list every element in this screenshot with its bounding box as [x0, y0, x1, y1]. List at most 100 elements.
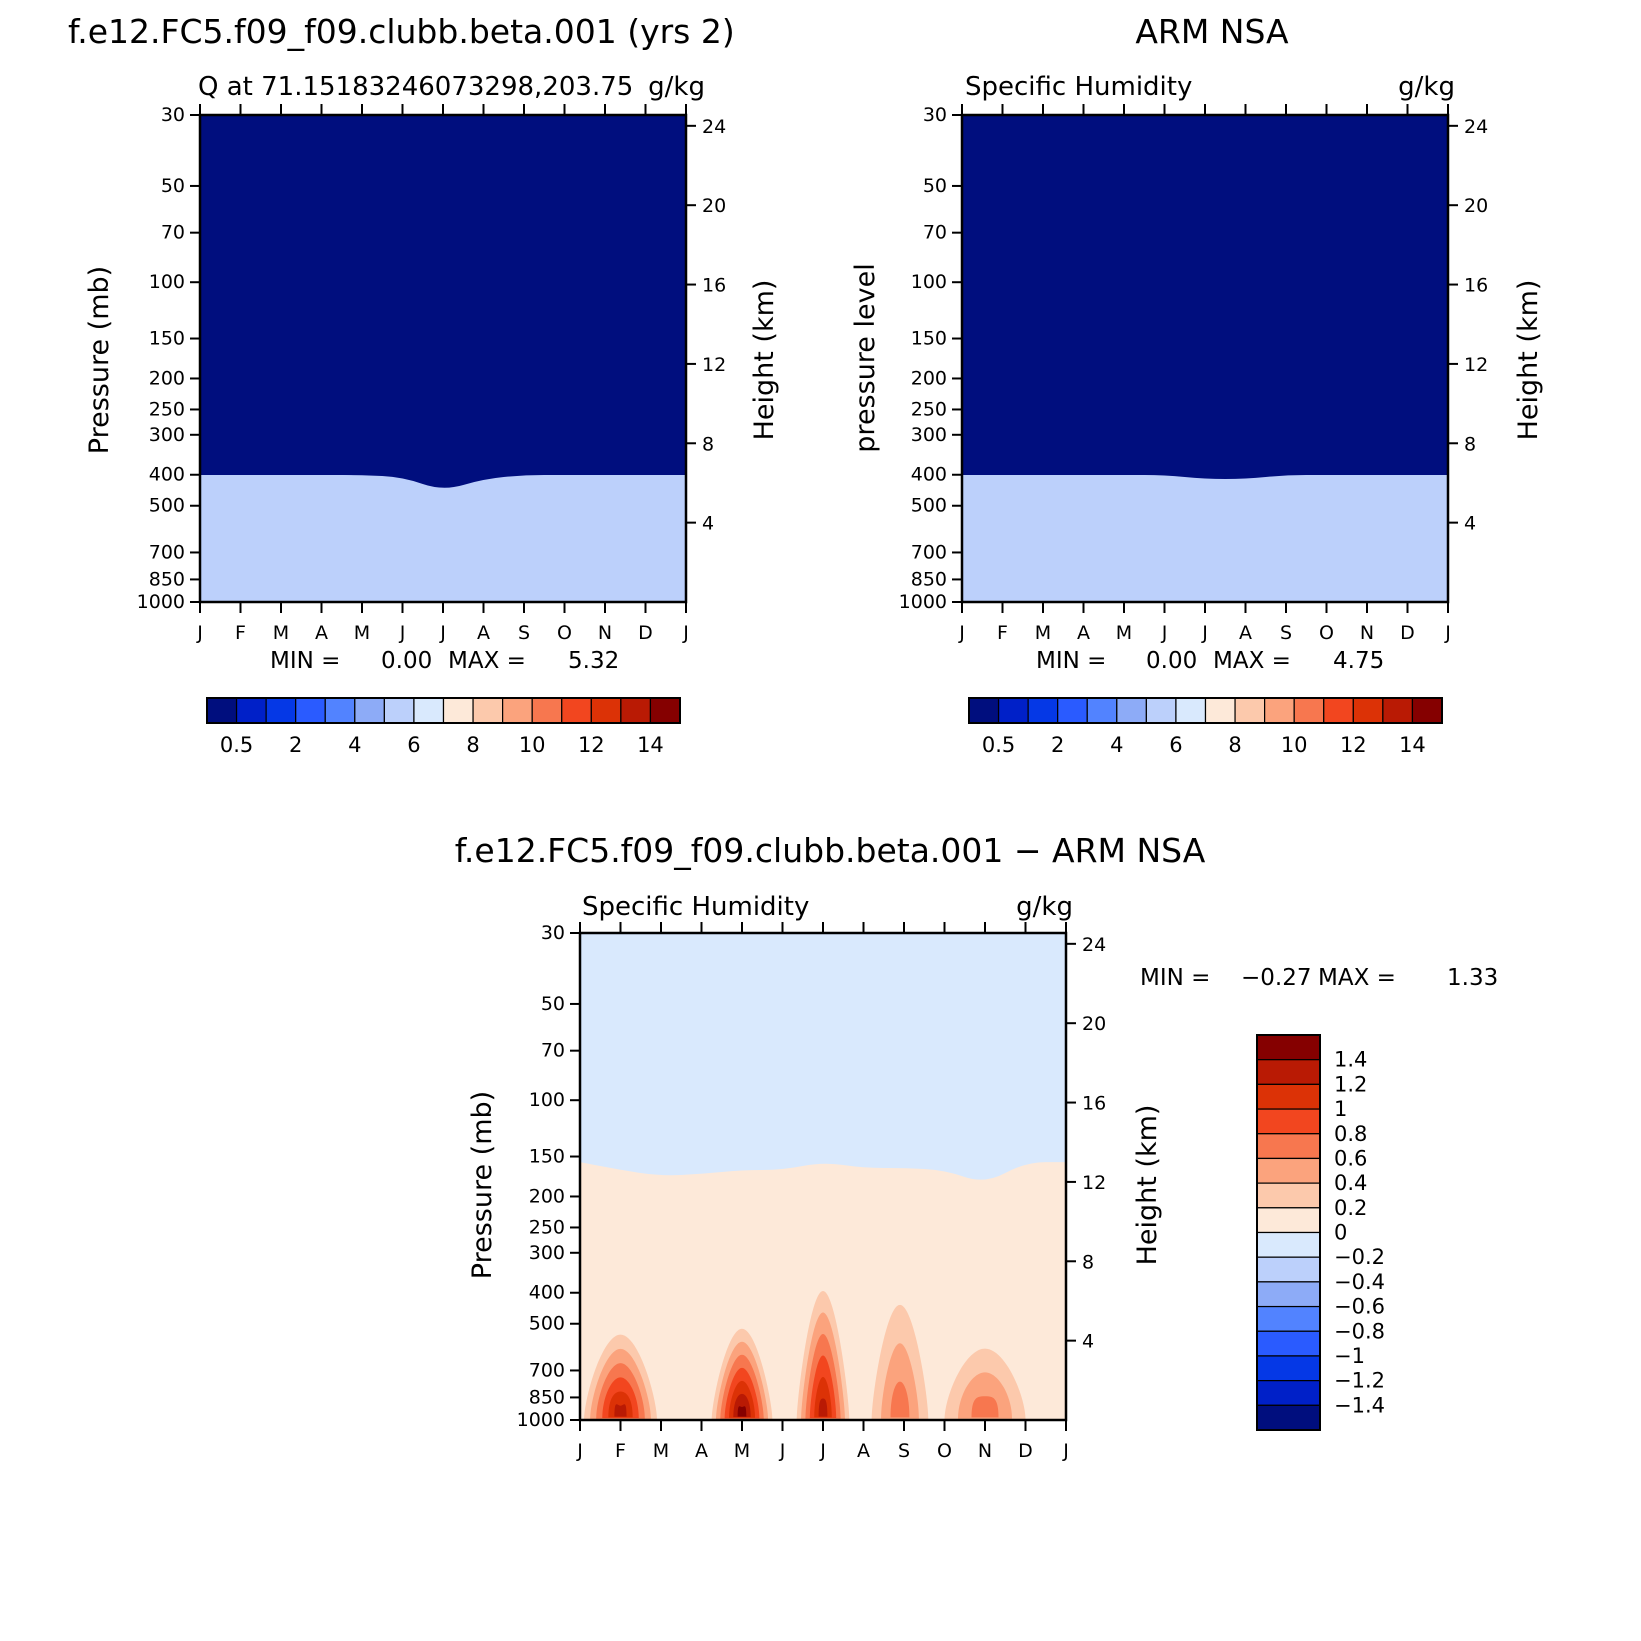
panel-model-min-value: 0.00	[381, 648, 432, 674]
x-tick-label: J	[196, 622, 203, 644]
y-tick-label: 50	[541, 993, 565, 1015]
panel-obs-title: ARM NSA	[1135, 12, 1289, 51]
x-tick-label: O	[557, 622, 572, 644]
x-tick-label: D	[1400, 622, 1415, 644]
y-tick-label: 70	[923, 222, 947, 244]
y-tick-label: 100	[911, 271, 947, 293]
colorbar-swatch	[649, 697, 681, 724]
colorbar-label: −0.4	[1334, 1270, 1385, 1294]
contour-fill-group	[962, 115, 1448, 602]
colorbar-label: 2	[1051, 733, 1064, 757]
panel-obs-max-label: MAX =	[1213, 648, 1291, 674]
panel-model-colorbar: 0.5 2 4 6 8 10 12 14	[206, 697, 681, 757]
x-tick-label: J	[958, 622, 965, 644]
contour-band	[200, 475, 686, 602]
colorbar-swatch	[561, 697, 592, 724]
colorbar-swatch	[413, 697, 445, 724]
colorbar-swatch	[235, 697, 267, 724]
colorbar-label: 0.5	[220, 733, 253, 757]
panel-obs-subtitle-left: Specific Humidity	[965, 72, 1192, 102]
colorbar-label: 0.5	[982, 733, 1015, 757]
panel-obs-subtitle-right: g/kg	[1398, 72, 1455, 102]
y-tick-label: 30	[923, 104, 947, 126]
contour-blob	[614, 1404, 627, 1417]
colorbar-swatch	[442, 697, 474, 724]
y-tick-label: 30	[541, 922, 565, 944]
contour-blob	[971, 1396, 999, 1418]
colorbar-label: −0.6	[1334, 1295, 1385, 1319]
colorbar-swatch	[1027, 697, 1059, 724]
y-tick-label: 500	[911, 495, 947, 517]
colorbar-label: 2	[289, 733, 302, 757]
x-tick-label: A	[315, 622, 328, 644]
colorbar-label: −1	[1334, 1344, 1365, 1368]
x-tick-label: M	[734, 1440, 750, 1462]
y-right-tick-label: 24	[1082, 934, 1106, 956]
colorbar-swatch	[1256, 1380, 1321, 1406]
colorbar-swatch	[1256, 1133, 1321, 1160]
y-right-tick-label: 20	[1082, 1013, 1106, 1035]
contour-blob	[737, 1406, 747, 1417]
y-tick-label: 150	[529, 1146, 565, 1168]
x-tick-label: S	[898, 1440, 910, 1462]
panel-obs-min-label: MIN =	[1036, 648, 1106, 674]
colorbar-swatch	[1256, 1157, 1321, 1184]
colorbar-swatch	[1086, 697, 1118, 724]
colorbar-swatch	[997, 697, 1029, 724]
y-right-tick-label: 16	[702, 275, 726, 297]
panel-diff-subtitle-right: g/kg	[1016, 892, 1073, 922]
colorbar-swatch	[206, 697, 238, 724]
x-tick-label: A	[477, 622, 490, 644]
y-right-tick-label: 4	[1464, 513, 1476, 535]
colorbar-frame	[968, 697, 1443, 724]
y-tick-label: 700	[911, 541, 947, 563]
x-tick-label: M	[1035, 622, 1051, 644]
colorbar-swatch	[531, 697, 563, 724]
x-tick-label: J	[819, 1440, 826, 1462]
panel-obs-colorbar: 0.5 2 4 6 8 10 12 14	[968, 697, 1443, 757]
contour-fill-group	[580, 933, 1066, 1420]
colorbar-swatch	[1256, 1108, 1321, 1135]
colorbar-label: 10	[1281, 733, 1308, 757]
panel-diff-min-label: MIN =	[1140, 965, 1210, 991]
contour-blob	[733, 1393, 751, 1418]
y-right-tick-label: 4	[702, 513, 714, 535]
colorbar-label: 0.6	[1334, 1146, 1367, 1170]
y-tick-label: 500	[149, 495, 185, 517]
panel-diff: f.e12.FC5.f09_f09.clubb.beta.001 − ARM N…	[455, 831, 1499, 1462]
colorbar-label: 1.4	[1334, 1048, 1367, 1072]
x-tick-label: S	[518, 622, 530, 644]
x-tick-label: J	[779, 1440, 786, 1462]
panel-model-ylabel: Pressure (mb)	[84, 266, 115, 454]
y-tick-label: 850	[529, 1386, 565, 1408]
y-tick-label: 200	[911, 367, 947, 389]
panel-model-subtitle-left: Q at 71.15183246073298,203.75	[198, 72, 633, 102]
colorbar-label: 0.8	[1334, 1122, 1367, 1146]
y-tick-label: 500	[529, 1313, 565, 1335]
panel-diff-colorbar: 1.41.210.80.60.40.20−0.2−0.4−0.6−0.8−1−1…	[1256, 1034, 1385, 1431]
colorbar-frame	[1256, 1034, 1321, 1431]
colorbar-swatch	[1256, 1355, 1321, 1382]
y-tick-label: 50	[923, 175, 947, 197]
y-tick-label: 30	[161, 104, 185, 126]
colorbar-label: 6	[1169, 733, 1182, 757]
colorbar-swatch	[1145, 697, 1177, 724]
colorbar-swatch	[1293, 697, 1325, 724]
y-right-tick-label: 8	[1082, 1251, 1094, 1273]
colorbar-swatch	[472, 697, 504, 724]
colorbar-swatch	[265, 697, 297, 724]
colorbar-swatch	[295, 697, 326, 724]
contour-blob	[890, 1381, 910, 1418]
y-tick-label: 850	[911, 568, 947, 590]
panel-diff-title: f.e12.FC5.f09_f09.clubb.beta.001 − ARM N…	[455, 831, 1206, 870]
colorbar-swatch	[590, 697, 622, 724]
y-right-tick-label: 20	[702, 195, 726, 217]
y-tick-label: 1000	[899, 591, 947, 613]
panel-model-subtitle-right: g/kg	[648, 72, 705, 102]
x-tick-label: M	[354, 622, 370, 644]
y-right-tick-label: 16	[1082, 1093, 1106, 1115]
panel-model-max-value: 5.32	[568, 648, 619, 674]
